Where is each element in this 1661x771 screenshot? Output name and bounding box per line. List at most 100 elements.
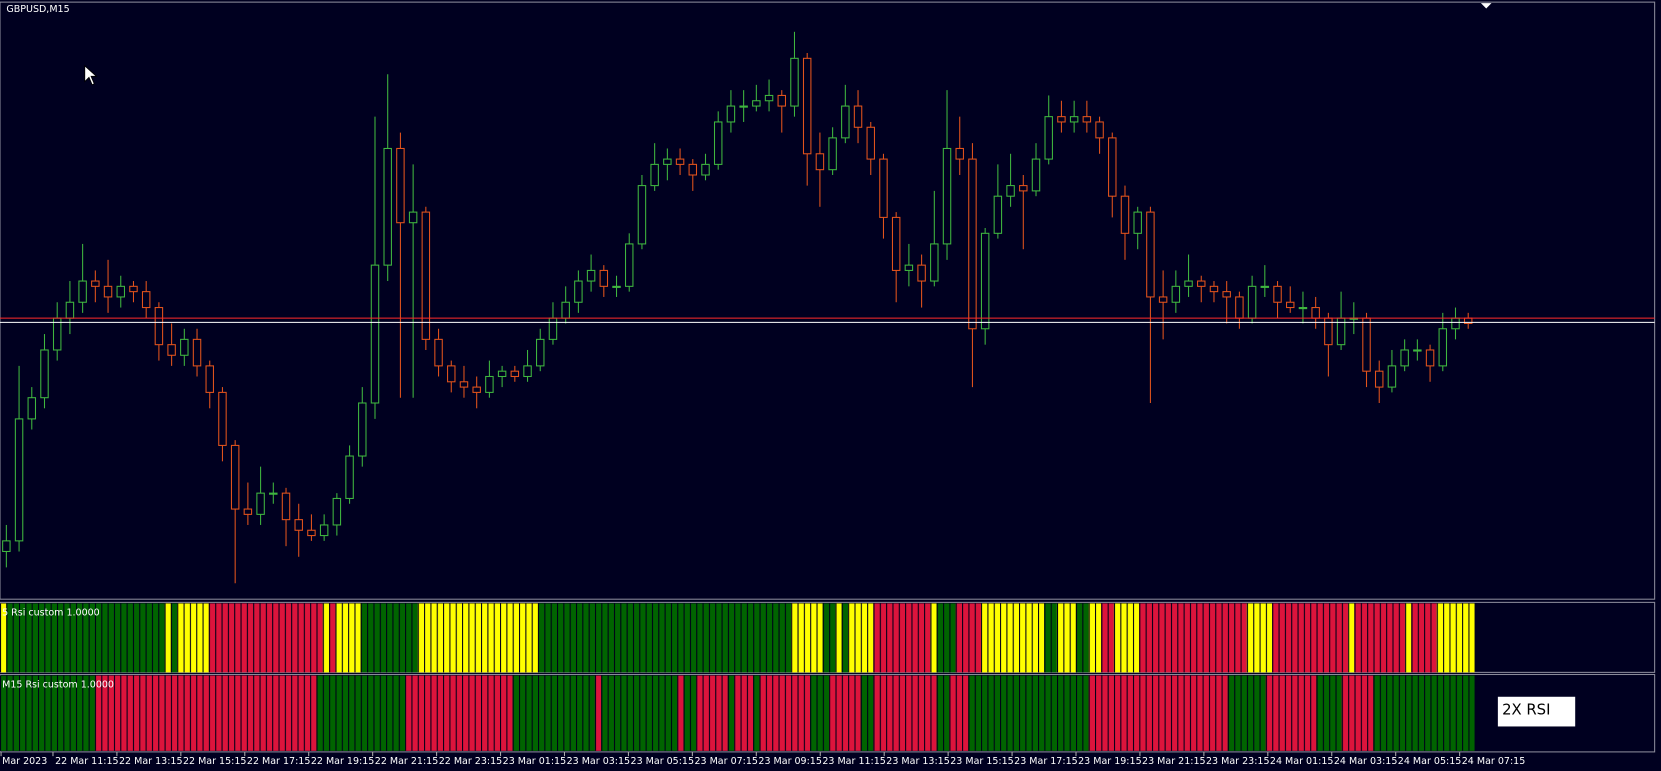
candle-body bbox=[358, 402, 367, 457]
candle-body bbox=[447, 365, 456, 383]
candle-body bbox=[256, 492, 265, 515]
candle-body bbox=[14, 418, 24, 542]
candle-body bbox=[281, 492, 291, 521]
candle-body bbox=[1387, 365, 1397, 388]
x-tick-label: 23 Mar 07:15 bbox=[694, 756, 758, 767]
candle-body bbox=[1019, 185, 1028, 192]
candle-body bbox=[650, 163, 659, 187]
candle-body bbox=[91, 280, 100, 287]
candle-body bbox=[421, 211, 431, 340]
candle-body bbox=[955, 147, 964, 160]
candle-body bbox=[663, 158, 672, 165]
candle-body bbox=[332, 497, 342, 526]
candle-body bbox=[40, 349, 49, 399]
candle-body bbox=[904, 264, 914, 271]
candle-body bbox=[1247, 285, 1257, 319]
x-tick-label: 23 Mar 03:15 bbox=[567, 756, 631, 767]
candle-body bbox=[345, 455, 354, 499]
candle-body bbox=[815, 153, 825, 171]
chart-title: GBPUSD,M15 bbox=[6, 4, 69, 15]
candle-body bbox=[1057, 116, 1066, 123]
candle-body bbox=[1209, 285, 1219, 293]
candle-body bbox=[116, 285, 125, 298]
candle-body bbox=[1451, 317, 1460, 330]
candle-body bbox=[891, 216, 901, 271]
candle-body bbox=[459, 381, 469, 388]
x-tick-label: 24 Mar 03:15 bbox=[1334, 756, 1398, 767]
bar-separators bbox=[0, 603, 1475, 673]
candle-body bbox=[1171, 285, 1181, 303]
candle-body bbox=[2, 540, 11, 553]
candle-body bbox=[942, 147, 952, 245]
candle-body bbox=[396, 147, 405, 224]
x-tick-label: 22 Mar 19:15 bbox=[311, 756, 375, 767]
candle-body bbox=[243, 508, 253, 515]
candle-body bbox=[688, 163, 698, 176]
x-tick-label: 22 Mar 17:15 bbox=[247, 756, 311, 767]
candle-body bbox=[764, 94, 774, 102]
candle-body bbox=[1082, 116, 1092, 123]
candle-body bbox=[917, 264, 926, 282]
x-tick-label: 23 Mar 09:15 bbox=[758, 756, 822, 767]
x-tick-label: 23 Mar 15:15 bbox=[950, 756, 1014, 767]
candle-body bbox=[980, 232, 990, 330]
x-tick-label: 23 Mar 21:15 bbox=[1142, 756, 1206, 767]
candle-body bbox=[205, 365, 214, 393]
candle-body bbox=[637, 185, 647, 245]
candle-body bbox=[497, 370, 507, 378]
mouse-cursor bbox=[84, 64, 98, 86]
candle-body bbox=[612, 285, 621, 288]
candle-body bbox=[269, 492, 278, 495]
candle-body bbox=[1146, 211, 1155, 298]
shift-marker bbox=[1480, 3, 1492, 9]
candle-body bbox=[675, 158, 685, 165]
candle-body bbox=[78, 280, 87, 303]
candle-body bbox=[1158, 296, 1168, 303]
candle-body bbox=[1108, 137, 1117, 197]
candle-body bbox=[1362, 317, 1371, 372]
candle-body bbox=[777, 94, 787, 107]
candle-body bbox=[383, 147, 392, 266]
candle-body bbox=[624, 243, 634, 287]
candle-body bbox=[294, 519, 303, 531]
candle-body bbox=[434, 338, 443, 367]
candle-body bbox=[1120, 195, 1130, 234]
main-pane bbox=[0, 1, 1656, 600]
x-tick-label: 22 Mar 11:15 bbox=[55, 756, 119, 767]
candle-body bbox=[599, 269, 609, 287]
candle-body bbox=[548, 317, 558, 340]
candle-body bbox=[726, 105, 736, 123]
candle-body bbox=[472, 386, 481, 393]
candle-body bbox=[574, 280, 583, 303]
candle-body bbox=[141, 291, 151, 309]
candle-body bbox=[1184, 280, 1193, 287]
candle-body bbox=[968, 158, 977, 330]
candle-body bbox=[701, 163, 710, 176]
candle-body bbox=[1286, 301, 1295, 309]
candle-body bbox=[1425, 349, 1435, 367]
candle-body bbox=[1438, 328, 1448, 367]
candle-body bbox=[1400, 349, 1409, 367]
candle-body bbox=[230, 444, 240, 510]
candle-body bbox=[1031, 158, 1041, 192]
x-tick-label: 22 Mar 13:15 bbox=[119, 756, 183, 767]
candle-body bbox=[319, 524, 329, 537]
x-tick-label: 22 Mar 23:15 bbox=[439, 756, 503, 767]
candle-body bbox=[180, 338, 189, 356]
candle-body bbox=[1311, 307, 1320, 319]
candle-body bbox=[561, 301, 570, 319]
candle-body bbox=[1235, 296, 1244, 319]
x-tick-label: 23 Mar 23:15 bbox=[1206, 756, 1270, 767]
candle-body bbox=[802, 57, 812, 155]
x-tick-label: 22 Mar 21:15 bbox=[375, 756, 439, 767]
candle-body bbox=[1260, 285, 1270, 288]
candle-body bbox=[1069, 116, 1079, 123]
x-tick-label: 23 Mar 17:15 bbox=[1014, 756, 1078, 767]
candle-body bbox=[523, 365, 532, 378]
candle-body bbox=[1374, 370, 1384, 388]
candle-body bbox=[853, 105, 863, 128]
candle-body bbox=[536, 338, 545, 367]
candle-body bbox=[370, 264, 380, 404]
candle-body bbox=[1413, 349, 1422, 352]
candle-body bbox=[218, 391, 227, 446]
